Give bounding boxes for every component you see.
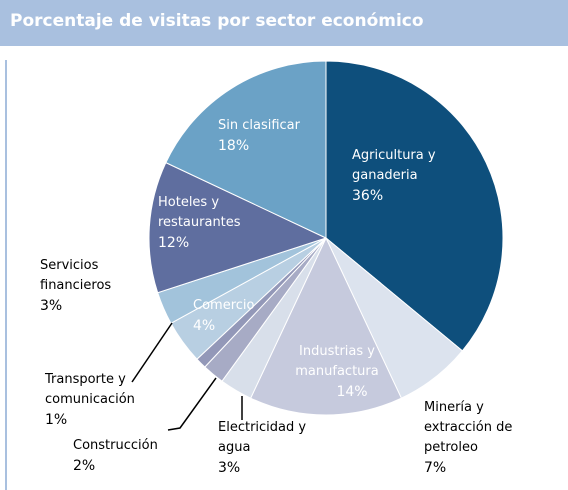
category-label: Construcción <box>73 438 158 453</box>
value-label: 7% <box>424 460 447 476</box>
value-label: 3% <box>218 460 241 476</box>
slice-label: Servicios financieros 3% <box>40 256 130 316</box>
value-label: 12% <box>158 235 190 251</box>
category-label: Minería y extracción de petroleo <box>424 400 513 455</box>
value-label: 36% <box>352 188 384 204</box>
category-label: Sin clasificar <box>218 118 300 133</box>
slice-label: Comercio 4% <box>193 296 273 336</box>
slice-label: Sin clasificar 18% <box>218 116 328 156</box>
header: Porcentaje de visitas por sector económi… <box>0 0 568 46</box>
slice-label: Electricidad y agua 3% <box>218 418 318 478</box>
category-label: Transporte y comunicación <box>45 372 135 407</box>
slice-label: Transporte y comunicación 1% <box>45 370 155 430</box>
pie-slice <box>325 60 504 352</box>
pie-slice <box>148 161 328 294</box>
leader-line <box>167 377 217 431</box>
category-label: Industrias y manufactura <box>295 344 379 379</box>
value-label: 3% <box>40 298 63 314</box>
category-label: Electricidad y agua <box>218 420 307 455</box>
category-label: Agricultura y ganaderia <box>352 148 436 183</box>
leader-line <box>131 322 173 383</box>
value-label: 4% <box>193 318 216 334</box>
slice-label: Agricultura y ganaderia 36% <box>352 146 462 206</box>
chart-title: Porcentaje de visitas por sector económi… <box>10 11 424 31</box>
value-label: 2% <box>73 458 96 474</box>
pie-slice <box>249 236 403 416</box>
slice-label: Minería y extracción de petroleo 7% <box>424 398 534 478</box>
category-label: Hoteles y restaurantes <box>158 195 241 230</box>
slice-label: Hoteles y restaurantes 12% <box>158 193 268 253</box>
category-label: Servicios financieros <box>40 258 112 293</box>
slice-label: Construcción 2% <box>73 436 183 476</box>
value-label: 14% <box>336 384 368 400</box>
value-label: 18% <box>218 138 250 154</box>
value-label: 1% <box>45 412 68 428</box>
category-label: Comercio <box>193 298 255 313</box>
slice-label: Industrias y manufactura 14% <box>282 342 392 402</box>
pie-slice <box>165 60 327 239</box>
